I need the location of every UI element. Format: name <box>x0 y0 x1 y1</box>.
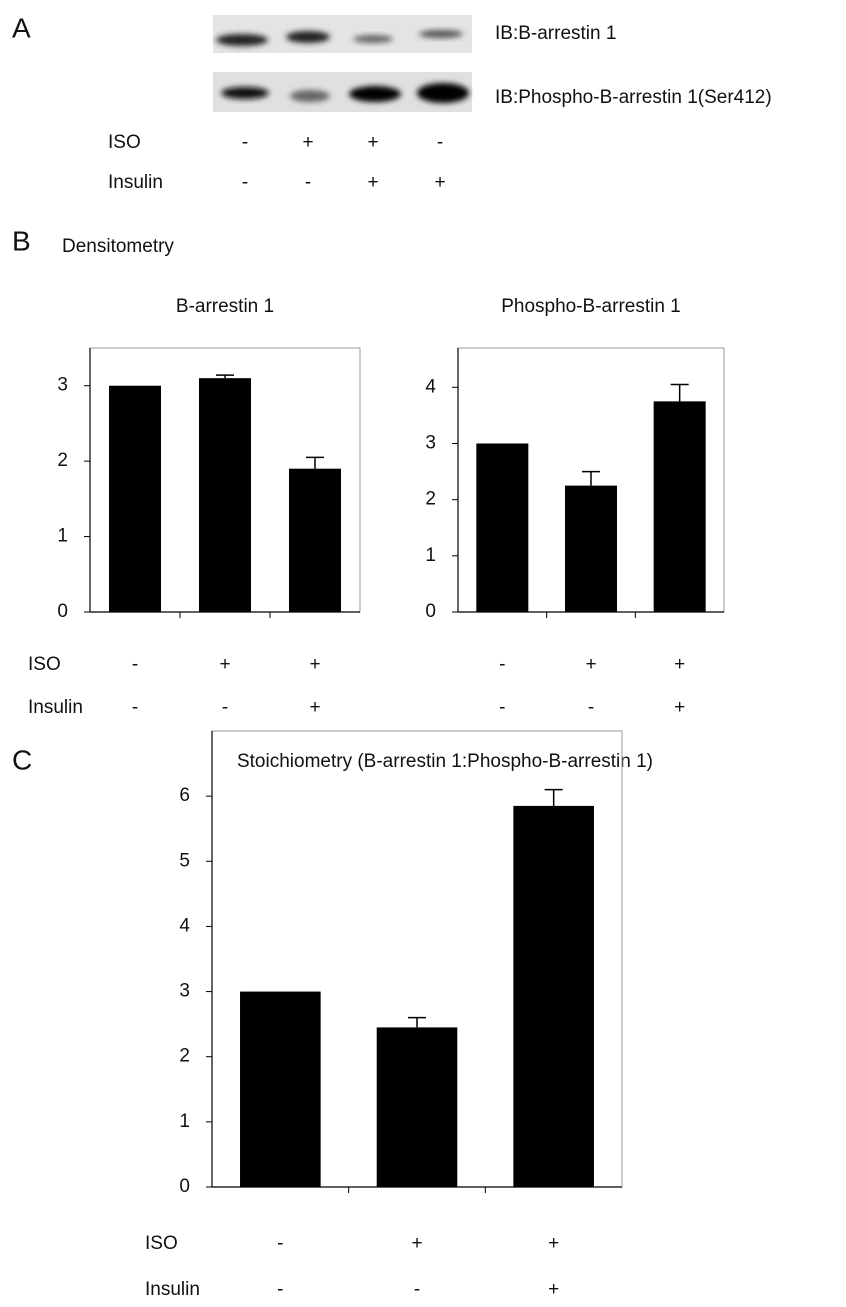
y-tick-label: 4 <box>425 376 436 397</box>
treatment-symbol: - <box>222 697 228 718</box>
treatment-name: ISO <box>145 1233 178 1254</box>
treatment-symbol: - <box>499 697 505 718</box>
blot-label: IB:B-arrestin 1 <box>495 23 616 44</box>
bar <box>513 806 594 1187</box>
blot-band <box>349 86 401 102</box>
chart-title: Stoichiometry (B-arrestin 1:Phospho-B-ar… <box>237 751 653 772</box>
y-tick-label: 3 <box>425 433 436 454</box>
treatment-symbol: + <box>219 654 230 675</box>
treatment-symbol: - <box>277 1233 283 1254</box>
bar <box>565 486 617 612</box>
chart-title: B-arrestin 1 <box>176 296 274 317</box>
y-tick-label: 3 <box>57 375 68 396</box>
treatment-name: ISO <box>28 654 61 675</box>
treatment-symbol: - <box>132 697 138 718</box>
blot-band <box>353 35 393 43</box>
treatment-symbol: + <box>674 654 685 675</box>
treatment-symbol: + <box>309 697 320 718</box>
treatment-symbol: - <box>277 1279 283 1300</box>
panel-label: A <box>12 12 31 43</box>
panel-label: B <box>12 225 31 256</box>
y-tick-label: 6 <box>179 785 190 806</box>
y-tick-label: 1 <box>179 1111 190 1132</box>
treatment-symbol: - <box>242 132 248 153</box>
treatment-symbol: + <box>302 132 313 153</box>
y-tick-label: 2 <box>57 450 68 471</box>
panel-label: C <box>12 744 32 775</box>
treatment-symbol: + <box>367 132 378 153</box>
treatment-symbol: - <box>414 1279 420 1300</box>
treatment-symbol: + <box>411 1233 422 1254</box>
y-tick-label: 2 <box>179 1046 190 1067</box>
y-tick-label: 4 <box>179 915 190 936</box>
figure: A IB:B-arrestin 1 IB:Phospho-B-arrestin … <box>0 0 846 1307</box>
y-tick-label: 0 <box>57 601 68 622</box>
treatment-symbol: + <box>674 697 685 718</box>
treatment-symbol: + <box>548 1233 559 1254</box>
bar <box>199 378 251 612</box>
blot-band <box>290 90 330 102</box>
chart-title: Phospho-B-arrestin 1 <box>501 296 681 317</box>
treatment-symbol: - <box>588 697 594 718</box>
treatment-symbol: + <box>309 654 320 675</box>
western-blot <box>213 15 472 112</box>
y-tick-label: 3 <box>179 981 190 1002</box>
treatment-symbol: + <box>434 172 445 193</box>
treatment-name: Insulin <box>145 1279 200 1300</box>
y-tick-label: 0 <box>179 1176 190 1197</box>
treatment-symbol: - <box>499 654 505 675</box>
treatment-name: Insulin <box>108 172 163 193</box>
blot-band <box>417 83 469 103</box>
section-title: Densitometry <box>62 236 174 257</box>
bar <box>654 401 706 612</box>
y-tick-label: 5 <box>179 850 190 871</box>
bar <box>377 1027 458 1187</box>
blot-band <box>216 34 268 46</box>
treatment-symbol: - <box>437 132 443 153</box>
bar <box>240 992 321 1187</box>
treatment-symbol: - <box>305 172 311 193</box>
treatment-name: ISO <box>108 132 141 153</box>
bar <box>476 443 528 612</box>
treatment-name: Insulin <box>28 697 83 718</box>
bar <box>289 469 341 612</box>
blot-band <box>419 30 463 38</box>
treatment-symbol: + <box>367 172 378 193</box>
blot-label: IB:Phospho-B-arrestin 1(Ser412) <box>495 87 772 108</box>
y-tick-label: 0 <box>425 601 436 622</box>
treatment-symbol: - <box>242 172 248 193</box>
treatment-symbol: - <box>132 654 138 675</box>
blot-band <box>286 31 330 43</box>
blot-band <box>221 87 269 99</box>
y-tick-label: 2 <box>425 489 436 510</box>
treatment-symbol: + <box>548 1279 559 1300</box>
y-tick-label: 1 <box>425 545 436 566</box>
treatment-symbol: + <box>585 654 596 675</box>
y-tick-label: 1 <box>57 526 68 547</box>
bar <box>109 386 161 612</box>
